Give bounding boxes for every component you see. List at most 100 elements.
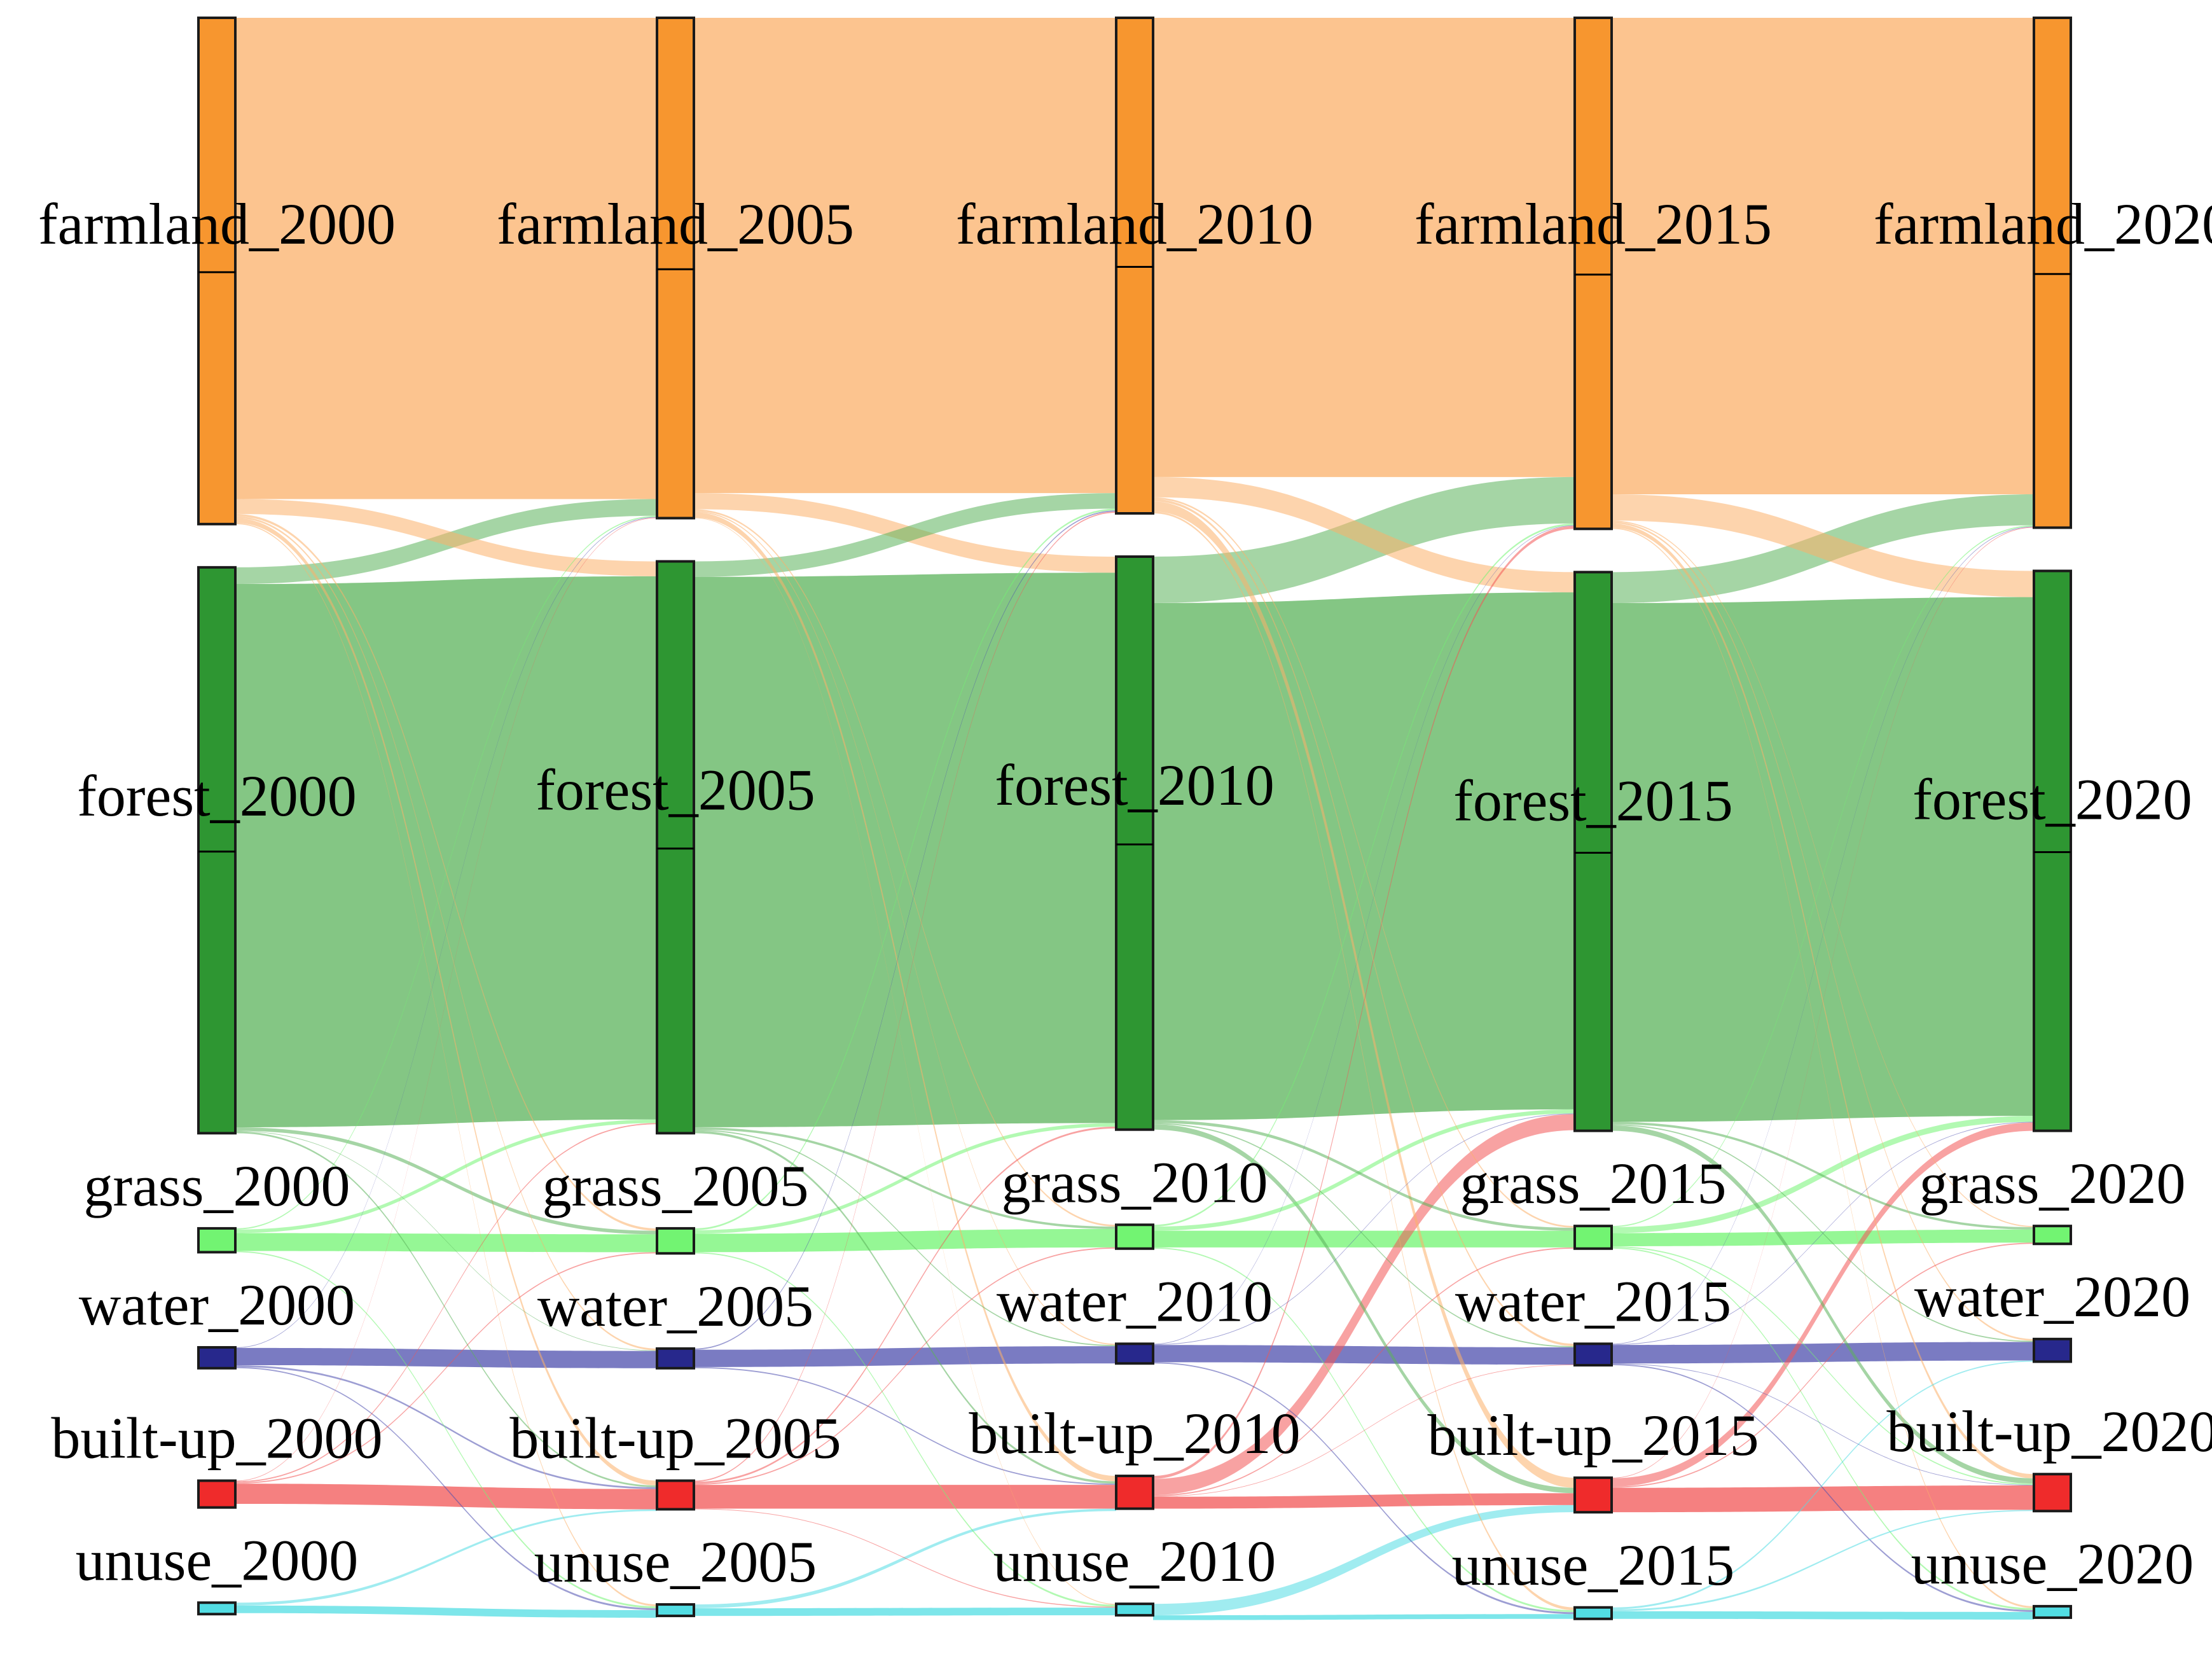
node-label-unuse_2005: unuse_2005 <box>534 1529 817 1594</box>
flow-farmland-to-farmland-2010-2015 <box>1153 18 1575 477</box>
node-grass_2010 <box>1115 1223 1154 1250</box>
node-label-forest_2020: forest_2020 <box>1912 767 2192 831</box>
flow-grass-to-farmland-2000-2005 <box>235 515 657 1230</box>
node-label-built-up_2010: built-up_2010 <box>969 1401 1300 1466</box>
flow-farmland-to-forest-2000-2005 <box>235 499 657 576</box>
node-forest_2015 <box>1573 571 1613 1132</box>
flow-water-to-unuse-2015-2020 <box>1612 1364 2034 1612</box>
node-label-forest_2000: forest_2000 <box>77 763 356 828</box>
node-label-grass_2010: grass_2010 <box>1001 1150 1268 1214</box>
flow-forest-to-grass-2010-2015 <box>1153 1120 1575 1231</box>
node-grass_2015 <box>1573 1225 1613 1250</box>
node-label-forest_2010: forest_2010 <box>995 753 1274 817</box>
flow-water-to-farmland-2010-2015 <box>1153 525 1575 1345</box>
flow-built-up-to-built-up-2000-2005 <box>235 1484 657 1510</box>
flow-farmland-to-unuse-2005-2010 <box>694 517 1116 1605</box>
flow-unuse-to-unuse-2000-2005 <box>235 1605 657 1618</box>
node-label-farmland_2010: farmland_2010 <box>956 191 1313 256</box>
node-farmland_2005 <box>656 17 695 520</box>
flow-unuse-to-built-up-2015-2020 <box>1612 1510 2034 1611</box>
flow-built-up-to-farmland-2000-2005 <box>235 517 657 1482</box>
node-label-unuse_2010: unuse_2010 <box>993 1529 1276 1594</box>
flow-built-up-to-forest-2010-2015 <box>1153 1114 1575 1496</box>
node-label-grass_2000: grass_2000 <box>83 1153 350 1218</box>
flow-forest-to-built-up-2005-2010 <box>694 1130 1116 1484</box>
flow-built-up-to-built-up-2015-2020 <box>1612 1485 2034 1513</box>
node-label-built-up_2005: built-up_2005 <box>509 1406 841 1471</box>
node-grass_2020 <box>2033 1225 2072 1246</box>
flow-farmland-to-water-2015-2020 <box>1612 522 2034 1341</box>
flow-forest-to-built-up-2000-2005 <box>235 1131 657 1487</box>
flow-forest-to-forest-2010-2015 <box>1153 592 1575 1120</box>
flow-grass-to-farmland-2015-2020 <box>1612 525 2034 1228</box>
flow-forest-to-water-2000-2005 <box>235 1130 657 1351</box>
node-water_2005 <box>656 1347 695 1370</box>
node-label-forest_2005: forest_2005 <box>536 757 815 822</box>
flow-built-up-to-forest-2000-2005 <box>235 1123 657 1483</box>
flow-built-up-to-farmland-2005-2010 <box>694 511 1116 1482</box>
flow-farmland-to-unuse-2010-2015 <box>1153 511 1575 1611</box>
node-label-water_2015: water_2015 <box>1455 1268 1731 1333</box>
node-label-water_2010: water_2010 <box>997 1268 1273 1333</box>
flow-farmland-to-water-2005-2010 <box>694 511 1116 1345</box>
flow-farmland-to-grass-2010-2015 <box>1153 497 1575 1228</box>
node-built-up_2010 <box>1115 1475 1154 1510</box>
flow-unuse-to-built-up-2000-2005 <box>235 1509 657 1606</box>
node-built-up_2000 <box>197 1479 237 1509</box>
flow-forest-to-forest-2000-2005 <box>235 576 657 1127</box>
node-label-grass_2005: grass_2005 <box>542 1153 808 1218</box>
flow-forest-to-grass-2005-2010 <box>694 1127 1116 1229</box>
node-water_2000 <box>197 1345 237 1370</box>
node-forest_2000 <box>197 566 237 1135</box>
flow-built-up-to-forest-2005-2010 <box>694 1127 1116 1484</box>
flow-farmland-to-unuse-2000-2005 <box>235 522 657 1607</box>
flow-grass-to-farmland-2010-2015 <box>1153 523 1575 1227</box>
flow-water-to-water-2005-2010 <box>694 1346 1116 1367</box>
flow-farmland-to-farmland-2000-2005 <box>235 18 657 499</box>
sankey-nodes <box>197 17 2072 1620</box>
node-label-built-up_2015: built-up_2015 <box>1427 1403 1759 1468</box>
flow-farmland-to-farmland-2005-2010 <box>694 18 1116 494</box>
flow-farmland-to-unuse-2015-2020 <box>1612 527 2034 1608</box>
flow-grass-to-unuse-2010-2015 <box>1153 1247 1575 1613</box>
sankey-links <box>235 18 2034 1620</box>
flow-water-to-water-2015-2020 <box>1612 1342 2034 1364</box>
node-farmland_2010 <box>1115 17 1154 515</box>
flow-grass-to-unuse-2000-2005 <box>235 1251 657 1609</box>
node-label-grass_2015: grass_2015 <box>1460 1151 1726 1216</box>
flow-water-to-forest-2010-2015 <box>1153 1113 1575 1345</box>
flow-grass-to-grass-2005-2010 <box>694 1228 1116 1253</box>
flow-water-to-farmland-2005-2010 <box>694 510 1116 1350</box>
flow-water-to-unuse-2010-2015 <box>1153 1362 1575 1615</box>
flow-built-up-to-grass-2000-2005 <box>235 1252 657 1484</box>
node-grass_2000 <box>197 1227 237 1254</box>
node-farmland_2015 <box>1573 17 1613 531</box>
flow-farmland-to-grass-2005-2010 <box>694 509 1116 1227</box>
node-label-built-up_2000: built-up_2000 <box>51 1406 382 1471</box>
flow-water-to-water-2010-2015 <box>1153 1345 1575 1365</box>
flow-built-up-to-unuse-2005-2010 <box>694 1508 1116 1608</box>
node-farmland_2020 <box>2033 17 2072 529</box>
flow-grass-to-forest-2000-2005 <box>235 1119 657 1234</box>
flow-unuse-to-water-2015-2020 <box>1612 1360 2034 1609</box>
node-water_2010 <box>1115 1342 1154 1365</box>
node-label-grass_2020: grass_2020 <box>1919 1151 2185 1216</box>
flow-forest-to-grass-2015-2020 <box>1612 1122 2034 1230</box>
flow-unuse-to-unuse-2015-2020 <box>1612 1611 2034 1620</box>
flow-forest-to-forest-2005-2010 <box>694 573 1116 1127</box>
flow-forest-to-water-2015-2020 <box>1612 1124 2034 1342</box>
node-label-farmland_2005: farmland_2005 <box>497 191 854 256</box>
node-unuse_2020 <box>2033 1604 2072 1619</box>
node-label-farmland_2015: farmland_2015 <box>1414 191 1772 256</box>
flow-farmland-to-water-2000-2005 <box>235 516 657 1351</box>
flow-grass-to-forest-2010-2015 <box>1153 1109 1575 1231</box>
node-label-forest_2015: forest_2015 <box>1453 768 1732 833</box>
flow-grass-to-farmland-2005-2010 <box>694 508 1116 1230</box>
flow-forest-to-forest-2015-2020 <box>1612 597 2034 1122</box>
flow-built-up-to-farmland-2010-2015 <box>1153 525 1575 1479</box>
sankey-labels: farmland_2000 forest_2000 grass_2000 water_… <box>38 191 2212 1597</box>
flow-water-to-built-up-2000-2005 <box>235 1365 657 1489</box>
flow-water-to-farmland-2000-2005 <box>235 517 657 1348</box>
flow-farmland-to-built-up-2015-2020 <box>1612 523 2034 1478</box>
flow-built-up-to-built-up-2010-2015 <box>1153 1493 1575 1509</box>
